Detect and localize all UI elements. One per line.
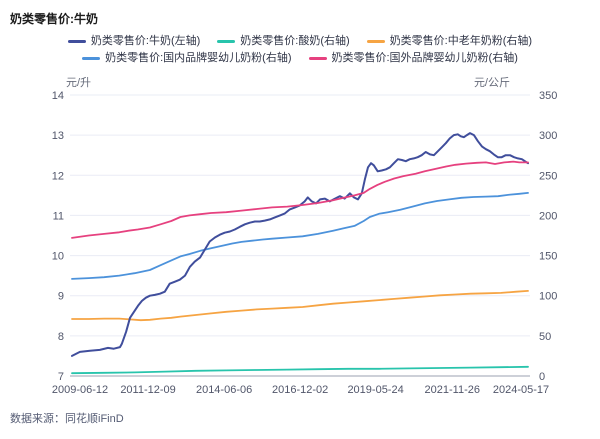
legend-line-icon: [67, 39, 86, 43]
legend-item[interactable]: 奶类零售价:国内品牌婴幼儿奶粉(右轴): [82, 51, 292, 65]
right-axis-unit-label: 元/公斤: [473, 77, 510, 89]
chart-title: 奶类零售价:牛奶: [10, 12, 98, 26]
legend-line-icon: [366, 39, 385, 43]
legend-item[interactable]: 奶类零售价:中老年奶粉(右轴): [366, 34, 533, 48]
right-axis-tick-label: 250: [539, 170, 557, 182]
left-axis-tick-label: 11: [53, 210, 64, 222]
right-axis-tick-label: 150: [539, 251, 557, 263]
legend-line-icon: [308, 56, 327, 60]
legend-row: 奶类零售价:国内品牌婴幼儿奶粉(右轴) 奶类零售价:国外品牌婴幼儿奶粉(右轴): [82, 51, 518, 65]
legend-line-icon: [82, 56, 101, 60]
legend-label: 奶类零售价:中老年奶粉(右轴): [389, 35, 533, 47]
x-axis-tick-label: 2024-05-17: [493, 384, 549, 396]
series-line-4: [71, 160, 529, 239]
x-axis-tick-label: 2014-06-06: [196, 384, 252, 396]
x-axis-tick-label: 2016-12-02: [272, 384, 328, 396]
left-axis-tick-label: 13: [52, 130, 64, 142]
left-axis-tick-label: 10: [52, 251, 64, 263]
right-axis-tick-label: 350: [539, 90, 557, 102]
x-axis-tick-label: 2011-12-09: [120, 384, 175, 396]
legend-item[interactable]: 奶类零售价:酸奶(右轴): [217, 34, 350, 48]
right-axis-tick-label: 300: [539, 130, 557, 142]
legend-label: 奶类零售价:国内品牌婴幼儿奶粉(右轴): [105, 52, 292, 64]
legend-label: 奶类零售价:国外品牌婴幼儿奶粉(右轴): [331, 52, 518, 64]
series-line-0: [71, 132, 529, 357]
legend-item[interactable]: 奶类零售价:国外品牌婴幼儿奶粉(右轴): [308, 51, 518, 65]
x-axis-tick-label: 2021-11-26: [425, 384, 480, 396]
x-axis-tick-label: 2009-06-12: [52, 384, 108, 396]
left-axis-tick-label: 12: [52, 170, 64, 182]
series-line-2: [71, 289, 529, 322]
series-line-1: [71, 365, 529, 375]
legend-line-icon: [217, 39, 236, 43]
right-axis-tick-label: 50: [539, 331, 551, 343]
chart-legend: 奶类零售价:牛奶(左轴) 奶类零售价:酸奶(右轴) 奶类零售价:中老年奶粉(右轴) 奶…: [0, 34, 600, 65]
right-axis-tick-label: 0: [539, 371, 545, 383]
left-axis-tick-label: 14: [52, 90, 64, 102]
legend-row: 奶类零售价:牛奶(左轴) 奶类零售价:酸奶(右轴) 奶类零售价:中老年奶粉(右轴): [67, 34, 533, 48]
series-line-3: [71, 191, 529, 280]
right-axis-tick-label: 200: [539, 210, 557, 222]
left-axis-tick-label: 8: [58, 331, 64, 343]
x-axis-tick-label: 2019-05-24: [347, 384, 403, 396]
right-axis-tick-label: 100: [539, 291, 557, 303]
legend-item[interactable]: 奶类零售价:牛奶(左轴): [67, 34, 201, 48]
left-axis-unit-label: 元/升: [66, 77, 92, 89]
data-source-note: 数据来源：同花顺iFinD: [10, 413, 124, 425]
left-axis-tick-label: 9: [58, 291, 64, 303]
left-axis-tick-label: 7: [58, 371, 64, 383]
legend-label: 奶类零售价:牛奶(左轴): [90, 35, 201, 47]
legend-label: 奶类零售价:酸奶(右轴): [240, 35, 350, 47]
